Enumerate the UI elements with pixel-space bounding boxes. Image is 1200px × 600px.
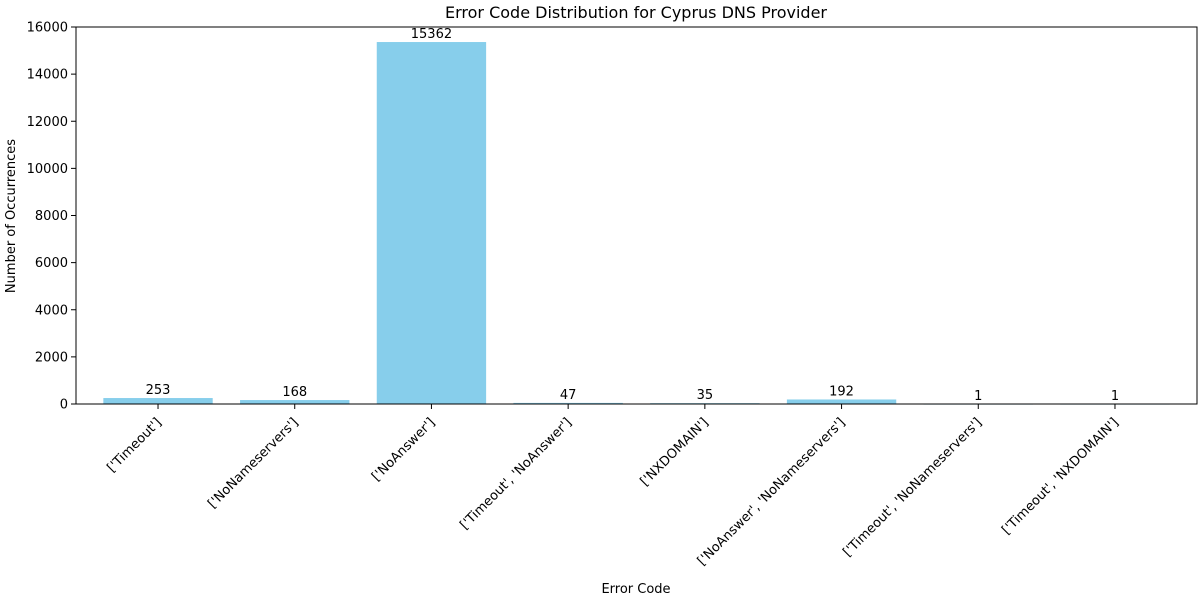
x-tick-label-2: ['NoAnswer'] (369, 415, 438, 484)
y-tick-label-6: 12000 (27, 115, 68, 130)
y-tick-label-4: 8000 (35, 209, 68, 224)
x-tick-label-6: ['Timeout', 'NoNameservers'] (840, 415, 985, 560)
x-tick-label-5: ['NoAnswer', 'NoNameservers'] (695, 415, 849, 569)
bar-3 (513, 402, 623, 404)
chart-title: Error Code Distribution for Cyprus DNS P… (445, 3, 827, 22)
bar-0 (103, 398, 213, 404)
bar-5 (786, 399, 897, 404)
x-tick-label-3: ['Timeout', 'NoAnswer'] (457, 415, 575, 533)
value-label-2: 15362 (411, 27, 452, 42)
value-label-3: 47 (560, 388, 577, 403)
x-axis-label: Error Code (601, 582, 670, 597)
y-tick-label-8: 16000 (27, 21, 68, 36)
plot-area-frame (75, 26, 1198, 405)
x-tick-label-0: ['Timeout'] (104, 415, 164, 475)
y-tick-label-1: 2000 (35, 350, 68, 365)
x-tick-label-4: ['NXDOMAIN'] (638, 415, 712, 489)
y-tick-label-5: 10000 (27, 162, 68, 177)
value-label-1: 168 (282, 385, 307, 400)
value-label-4: 35 (697, 388, 714, 403)
y-tick-label-3: 6000 (35, 256, 68, 271)
value-label-5: 192 (829, 384, 854, 399)
y-tick-label-7: 14000 (27, 68, 68, 83)
x-tick-label-7: ['Timeout', 'NXDOMAIN'] (999, 415, 1122, 538)
y-axis-label: Number of Occurrences (4, 139, 19, 293)
y-tick-label-0: 0 (60, 398, 68, 413)
x-tick-label-1: ['NoNameservers'] (205, 415, 301, 511)
bar-1 (240, 400, 350, 404)
x-axis: ['Timeout'] ['NoNameservers'] ['NoAnswer']… (104, 404, 1122, 569)
y-tick-label-2: 4000 (35, 303, 68, 318)
value-label-7: 1 (1111, 389, 1119, 404)
value-labels-group: 253 168 15362 47 35 192 1 1 (146, 27, 1120, 404)
value-label-6: 1 (974, 389, 982, 404)
bar-2 (376, 42, 487, 405)
y-axis: 0 2000 4000 6000 8000 10000 12000 14000 16000 (27, 21, 76, 413)
bars-group (103, 42, 1170, 405)
value-label-0: 253 (146, 383, 171, 398)
